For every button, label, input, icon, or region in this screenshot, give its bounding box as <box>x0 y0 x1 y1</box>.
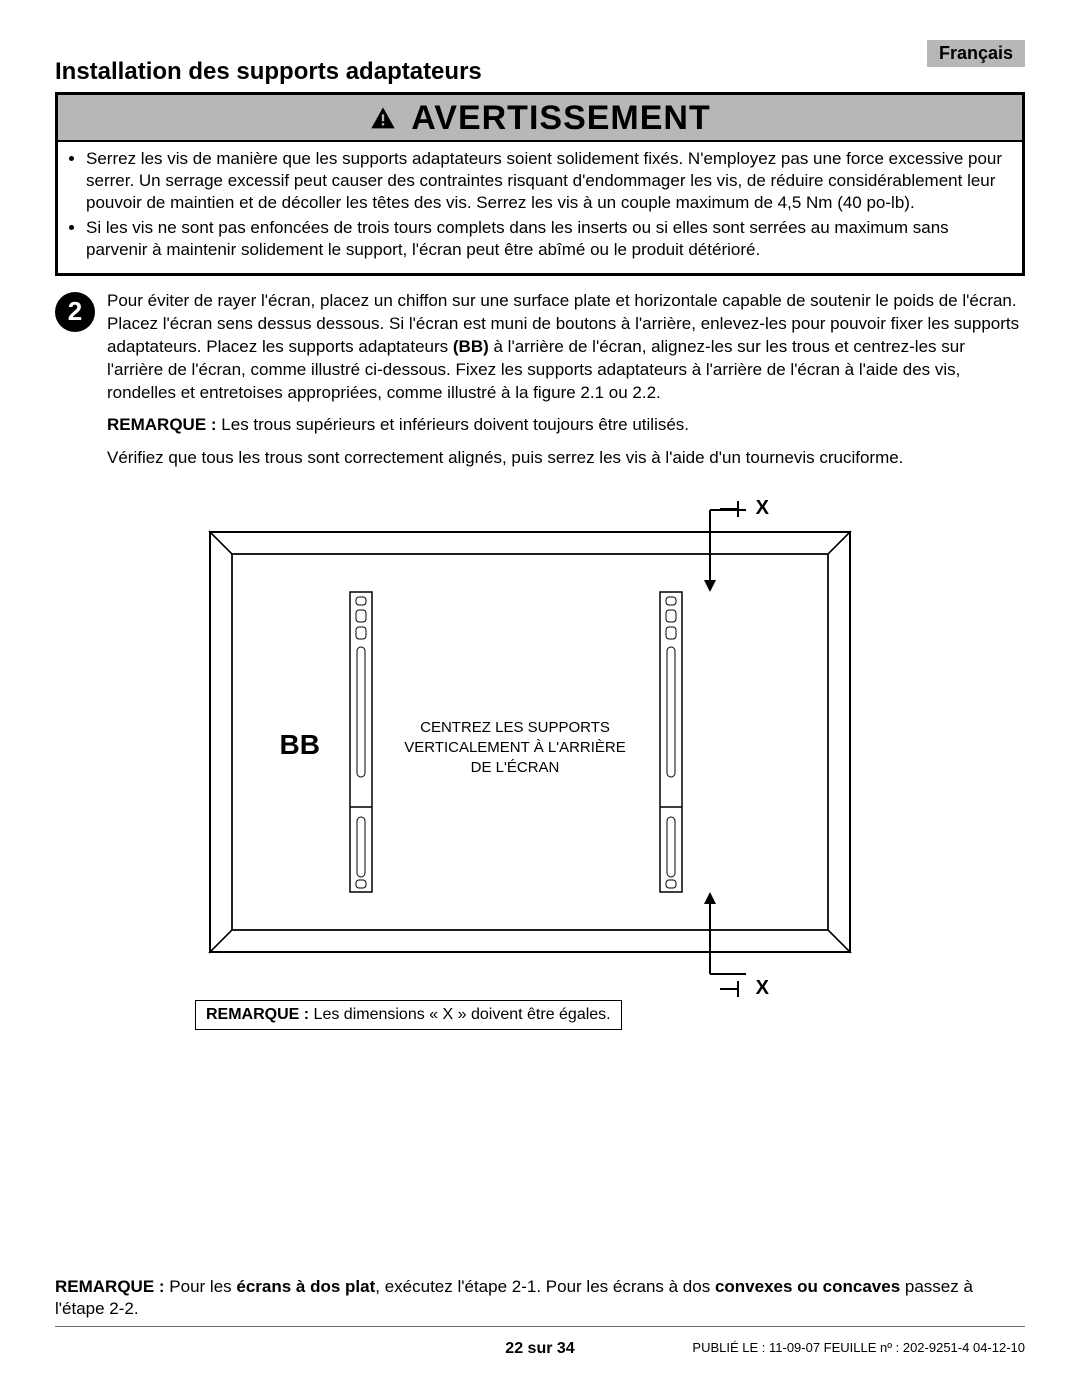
footer: 22 sur 34 PUBLIÉ LE : 11-09-07 FEUILLE n… <box>55 1340 1025 1355</box>
warning-body: Serrez les vis de manière que les suppor… <box>58 142 1022 273</box>
bracket-line-icon <box>720 499 750 519</box>
bn-t2: , exécutez l'étape 2-1. Pour les écrans … <box>375 1277 715 1296</box>
step-p2-bold: REMARQUE : <box>107 415 217 434</box>
warning-bullet: Serrez les vis de manière que les suppor… <box>86 148 1012 213</box>
diagram-center-text: DE L'ÉCRAN <box>471 759 560 776</box>
page: Français Installation des supports adapt… <box>0 0 1080 1397</box>
bottom-note: REMARQUE : Pour les écrans à dos plat, e… <box>55 1276 1025 1327</box>
warning-bullet: Si les vis ne sont pas enfoncées de troi… <box>86 217 1012 261</box>
bracket-right <box>660 592 682 892</box>
step-text: Pour éviter de rayer l'écran, placez un … <box>107 290 1025 481</box>
step-p3: Vérifiez que tous les trous sont correct… <box>107 447 1025 470</box>
diagram-svg: BB CENTREZ LES SUPPORTS VERTICALEMENT À … <box>170 502 910 982</box>
section-title: Installation des supports adaptateurs <box>55 58 1025 86</box>
x-bottom-text: X <box>756 977 769 999</box>
warning-title: AVERTISSEMENT <box>411 99 711 138</box>
bn-t1: Pour les <box>165 1277 237 1296</box>
step-p1-bold: (BB) <box>453 337 489 356</box>
note-bold: REMARQUE : <box>206 1006 309 1023</box>
arrow-top <box>704 510 746 592</box>
bn-b2: écrans à dos plat <box>236 1277 375 1296</box>
step-number-badge: 2 <box>55 292 95 332</box>
bn-b1: REMARQUE : <box>55 1277 165 1296</box>
warning-icon <box>369 105 397 133</box>
warning-box: AVERTISSEMENT Serrez les vis de manière … <box>55 92 1025 276</box>
bb-label: BB <box>280 729 320 760</box>
language-badge: Français <box>927 40 1025 67</box>
x-label-bottom: X <box>720 977 769 1000</box>
x-top-text: X <box>756 497 769 519</box>
arrow-bottom <box>704 892 746 974</box>
publication-info: PUBLIÉ LE : 11-09-07 FEUILLE nº : 202-92… <box>692 1340 1025 1355</box>
bracket-line-icon <box>720 979 750 999</box>
bn-b3: convexes ou concaves <box>715 1277 900 1296</box>
warning-header: AVERTISSEMENT <box>58 95 1022 142</box>
page-number: 22 sur 34 <box>505 1340 574 1358</box>
step-row: 2 Pour éviter de rayer l'écran, placez u… <box>55 290 1025 481</box>
note-text: Les dimensions « X » doivent être égales… <box>309 1006 611 1023</box>
note-box: REMARQUE : Les dimensions « X » doivent … <box>195 1000 622 1030</box>
step-p2: Les trous supérieurs et inférieurs doive… <box>217 415 689 434</box>
diagram-center-text: CENTREZ LES SUPPORTS <box>420 719 610 736</box>
diagram: X <box>170 502 910 992</box>
x-label-top: X <box>720 497 769 520</box>
bracket-left <box>350 592 372 892</box>
diagram-center-text: VERTICALEMENT À L'ARRIÈRE <box>404 739 626 756</box>
